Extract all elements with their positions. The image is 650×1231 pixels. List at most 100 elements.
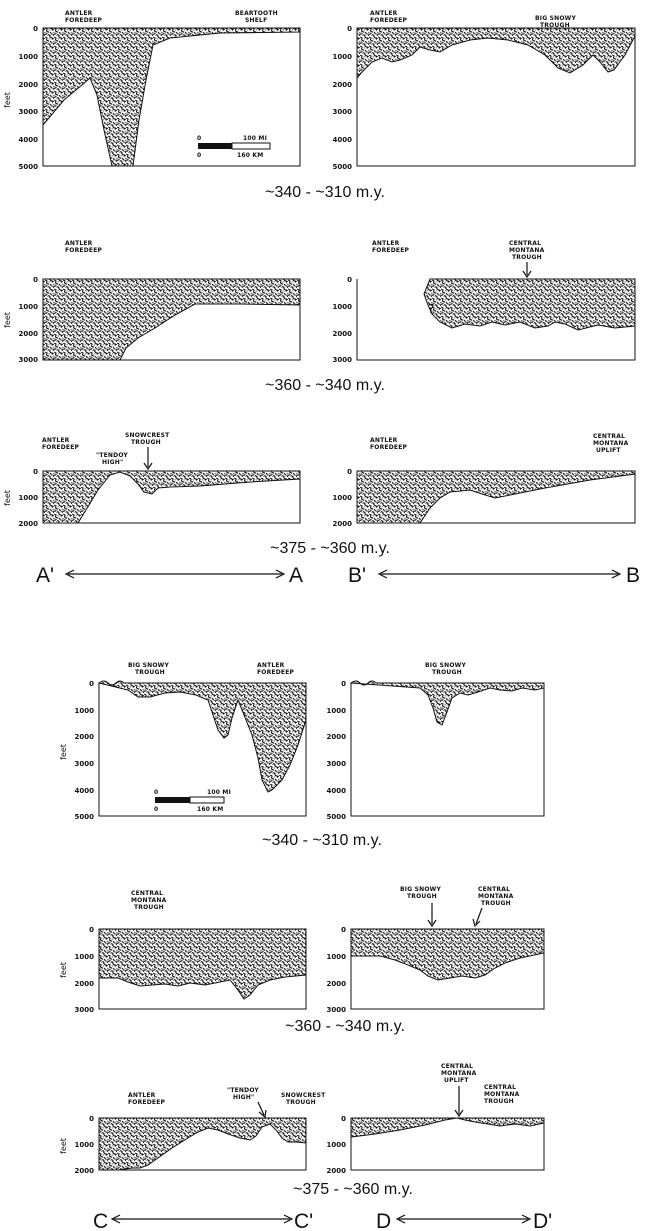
depth-tick: 1000 xyxy=(19,53,39,61)
feature-label: FOREDEEP xyxy=(257,669,294,676)
depth-axis-label: feet xyxy=(3,92,12,108)
depth-tick: 1000 xyxy=(327,707,347,715)
depth-tick: 4000 xyxy=(75,787,95,795)
arrow-down-icon xyxy=(522,262,532,279)
depth-tick: 0 xyxy=(89,926,94,934)
age-caption: ~340 - ~310 m.y. xyxy=(265,184,385,201)
section-label: D xyxy=(376,1210,391,1231)
scale-zero: 0 xyxy=(154,806,158,813)
feature-label: CENTRAL xyxy=(441,1063,473,1070)
scale-bar: 0 100 MI 0 160 KM xyxy=(154,789,231,813)
depth-tick: 2000 xyxy=(327,980,347,988)
feature-label: FOREDEEP xyxy=(370,444,407,451)
depth-axis-label: feet xyxy=(59,1138,68,1154)
depth-tick: 0 xyxy=(347,468,352,476)
depth-tick: 0 xyxy=(341,926,346,934)
depth-tick: 2000 xyxy=(19,330,39,338)
depth-tick: 0 xyxy=(33,25,38,33)
age-caption: ~375 - ~360 m.y. xyxy=(293,1181,413,1198)
arrow-down-icon xyxy=(143,447,153,471)
depth-tick: 1000 xyxy=(333,303,353,311)
depth-tick: 0 xyxy=(341,1115,346,1123)
feature-label: "TENDOY xyxy=(227,1087,259,1094)
scale-zero: 0 xyxy=(197,152,201,159)
depth-tick: 1000 xyxy=(75,1141,95,1149)
section-panel xyxy=(98,928,307,1010)
scale-zero: 0 xyxy=(197,135,201,142)
feature-label: TROUGH xyxy=(135,669,165,676)
feature-label: BIG SNOWY xyxy=(535,15,576,22)
feature-label: HIGH" xyxy=(102,459,123,466)
depth-tick: 2000 xyxy=(19,81,39,89)
arrow-down-icon xyxy=(427,903,437,928)
section-panel xyxy=(42,470,301,524)
depth-tick: 3000 xyxy=(19,108,39,116)
depth-tick: 1000 xyxy=(327,953,347,961)
age-caption: ~360 - ~340 m.y. xyxy=(285,1018,405,1035)
depth-tick: 0 xyxy=(33,276,38,284)
feature-label: SHELF xyxy=(245,17,267,24)
feature-label: HIGH" xyxy=(233,1094,254,1101)
scale-zero: 0 xyxy=(154,789,158,796)
feature-label: TROUGH xyxy=(481,900,511,907)
depth-tick: 3000 xyxy=(333,108,353,116)
section-label: B' xyxy=(348,564,366,587)
depth-axis-label: feet xyxy=(59,744,68,760)
depth-tick: 2000 xyxy=(75,1167,95,1175)
depth-tick: 5000 xyxy=(19,163,39,171)
scale-bar: 0 100 MI 0 160 KM xyxy=(197,135,271,159)
feature-label: TROUGH xyxy=(134,904,164,911)
feature-label: SNOWCREST xyxy=(281,1092,326,1099)
depth-tick: 2000 xyxy=(333,330,353,338)
feature-label: BIG SNOWY xyxy=(128,662,169,669)
section-panel xyxy=(98,1117,307,1171)
section-line-c xyxy=(110,1214,294,1224)
section-panel xyxy=(42,278,301,361)
depth-tick: 2000 xyxy=(333,81,353,89)
feature-label: CENTRAL xyxy=(484,1084,516,1091)
section-panel xyxy=(350,1117,545,1171)
feature-label: MONTANA xyxy=(441,1070,477,1077)
depth-tick: 0 xyxy=(89,680,94,688)
feature-label: MONTANA xyxy=(131,897,167,904)
section-panel xyxy=(42,27,301,167)
feature-label: FOREDEEP xyxy=(128,1099,165,1106)
feature-label: MONTANA xyxy=(593,440,629,447)
section-panel xyxy=(350,928,545,1010)
feature-label: FOREDEEP xyxy=(65,17,102,24)
feature-label: CENTRAL xyxy=(478,886,510,893)
feature-label: UPLIFT xyxy=(596,447,621,454)
feature-label: MONTANA xyxy=(509,247,545,254)
section-panel xyxy=(356,27,636,167)
depth-tick: 0 xyxy=(341,680,346,688)
section-label: C' xyxy=(294,1210,313,1231)
depth-axis-label: feet xyxy=(3,312,12,328)
section-label: D' xyxy=(533,1210,552,1231)
feature-label: TROUGH xyxy=(432,669,462,676)
depth-tick: 2000 xyxy=(333,520,353,528)
section-line-d xyxy=(395,1214,532,1224)
feature-label: ANTLER xyxy=(257,662,285,669)
scale-km: 160 KM xyxy=(197,806,223,813)
feature-label: ANTLER xyxy=(128,1092,156,1099)
depth-tick: 3000 xyxy=(333,356,353,364)
age-caption: ~375 - ~360 m.y. xyxy=(270,540,390,557)
feature-label: BEARTOOTH xyxy=(235,10,278,17)
feature-label: TROUGH xyxy=(131,439,161,446)
depth-tick: 1000 xyxy=(327,1141,347,1149)
depth-tick: 2000 xyxy=(75,980,95,988)
depth-axis-label: feet xyxy=(59,962,68,978)
feature-label: TROUGH xyxy=(407,893,437,900)
section-label: A' xyxy=(36,564,54,587)
depth-tick: 1000 xyxy=(19,303,39,311)
feature-label: "TENDOY xyxy=(96,452,128,459)
depth-tick: 4000 xyxy=(19,136,39,144)
arrow-down-icon xyxy=(257,1101,267,1119)
feature-label: TROUGH xyxy=(484,1098,514,1105)
feature-label: ANTLER xyxy=(372,240,400,247)
feature-label: UPLIFT xyxy=(444,1077,469,1084)
section-label: B xyxy=(626,564,640,587)
uncertain-mark: ? xyxy=(428,302,434,316)
age-caption: ~340 - ~310 m.y. xyxy=(262,832,382,849)
